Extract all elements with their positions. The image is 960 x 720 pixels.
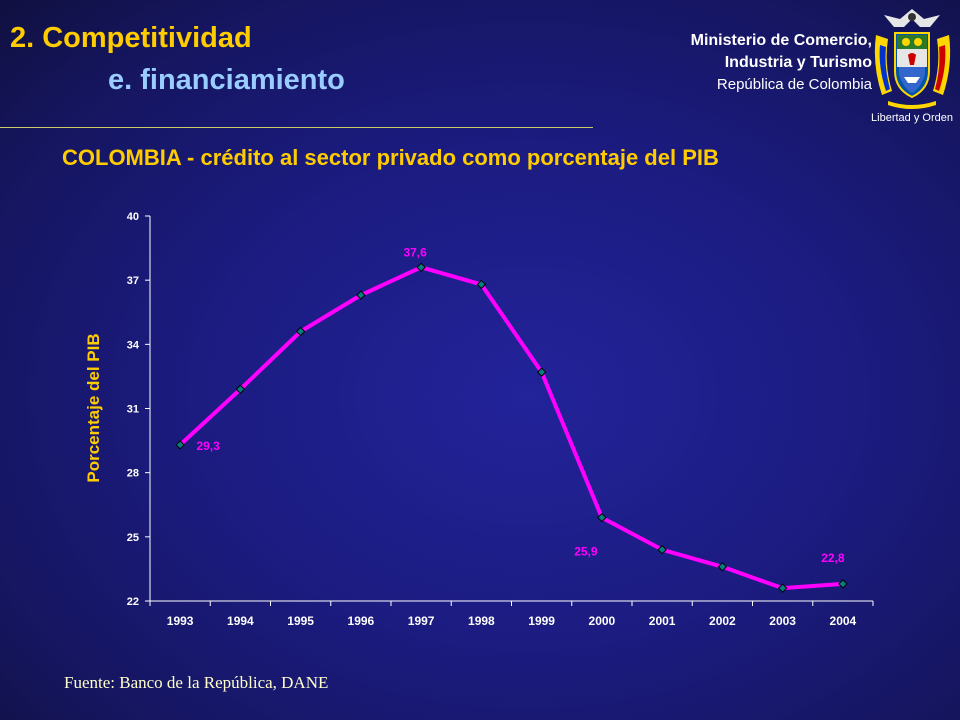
x-tick-label: 2002 [709, 614, 736, 628]
x-tick-label: 1998 [468, 614, 495, 628]
x-tick-label: 2001 [649, 614, 676, 628]
ministry-name-line2: Industria y Turismo [724, 54, 872, 71]
y-tick-label: 25 [127, 532, 139, 544]
data-point [235, 384, 246, 394]
ministry-country: República de Colombia [716, 76, 872, 93]
motto-text: Libertad y Orden [871, 112, 953, 124]
series-line [178, 265, 844, 591]
data-point [295, 326, 306, 337]
data-label: 37,6 [403, 245, 427, 259]
y-tick-label: 22 [127, 596, 139, 608]
data-point [838, 579, 848, 589]
chart-axes: 22 25 28 31 34 37 40 1993 1994 1995 1996 1997 1998 19… [84, 211, 874, 628]
y-axis-title: Porcentaje del PIB [84, 333, 103, 482]
data-label: 22,8 [821, 551, 845, 565]
data-point [597, 512, 607, 523]
data-point [416, 262, 426, 273]
y-tick-label: 40 [127, 211, 139, 223]
x-tick-label: 2004 [830, 614, 857, 628]
title-divider [0, 127, 593, 128]
x-tick-label: 2003 [769, 614, 796, 628]
y-tick-label: 31 [127, 404, 139, 416]
y-tick-label: 34 [127, 339, 140, 351]
x-tick-label: 2000 [589, 614, 616, 628]
coat-of-arms-icon: Libertad y Orden [871, 9, 953, 124]
data-label: 29,3 [196, 439, 220, 453]
chart-labels: 29,3 37,6 25,9 22,8 [196, 245, 844, 565]
x-tick-label: 1999 [528, 614, 555, 628]
x-tick-label: 1996 [348, 614, 375, 628]
y-tick-label: 28 [127, 468, 139, 480]
data-label: 25,9 [574, 545, 598, 559]
data-point [356, 290, 366, 300]
chart-title: COLOMBIA - crédito al sector privado com… [62, 145, 719, 170]
data-point [657, 544, 667, 555]
source-note: Fuente: Banco de la República, DANE [64, 673, 329, 692]
data-point [717, 562, 728, 572]
x-tick-label: 1994 [227, 614, 254, 628]
ministry-name-line1: Ministerio de Comercio, [690, 32, 872, 49]
y-tick-label: 37 [127, 275, 139, 287]
x-tick-label: 1993 [167, 614, 194, 628]
slide-title: 2. Competitividad [10, 22, 252, 54]
ministry-block: Ministerio de Comercio, Industria y Turi… [691, 30, 872, 96]
slide-subtitle: e. financiamiento [108, 64, 345, 96]
data-point [536, 367, 547, 377]
chart-series [175, 262, 848, 593]
x-tick-label: 1997 [408, 614, 435, 628]
data-point [476, 279, 487, 290]
data-point [777, 583, 788, 593]
x-tick-label: 1995 [287, 614, 314, 628]
data-point [175, 440, 185, 450]
